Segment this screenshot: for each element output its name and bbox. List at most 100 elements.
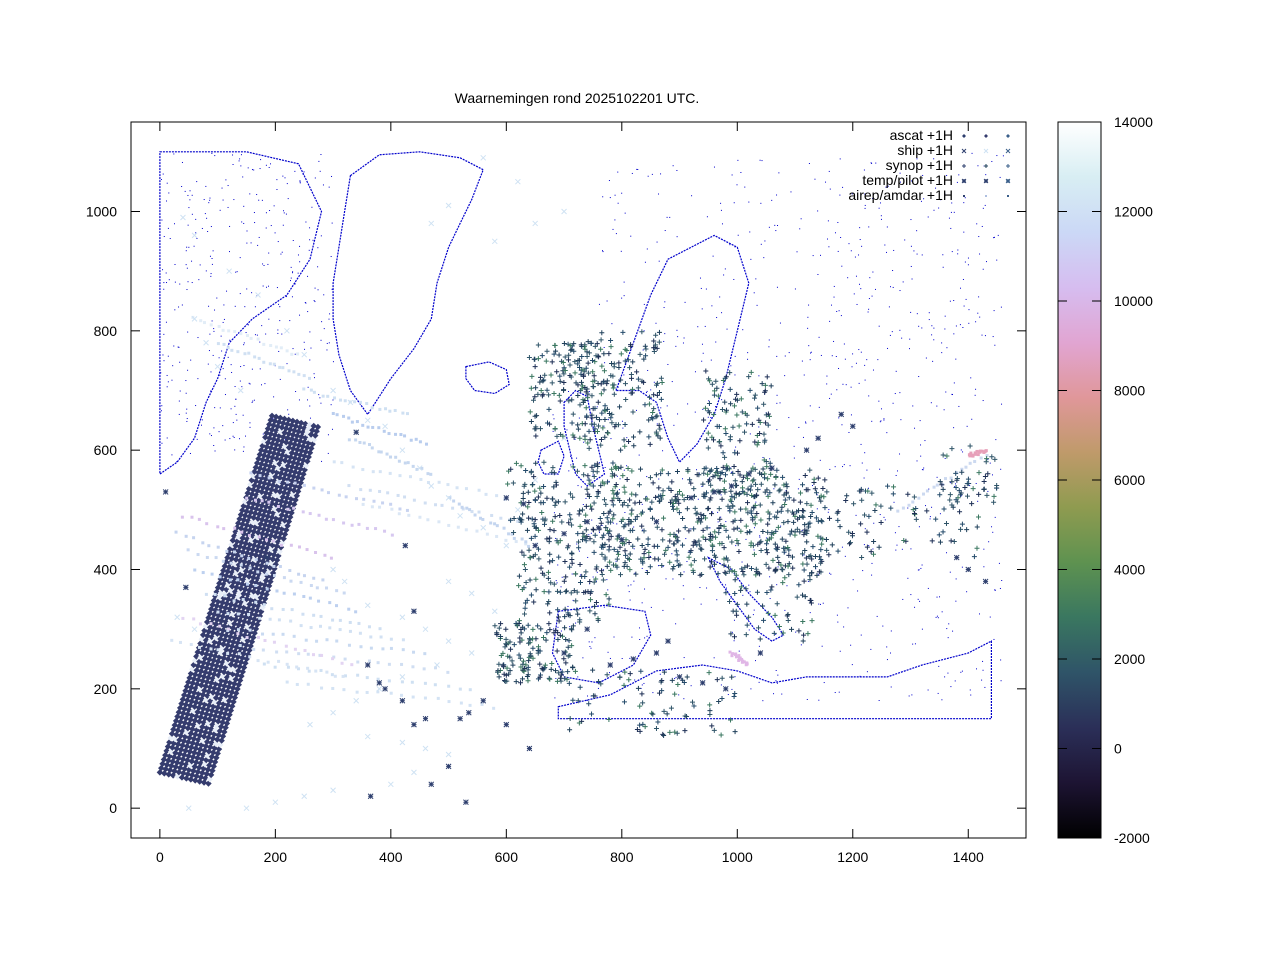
airep-point — [192, 536, 196, 540]
airep-point — [254, 600, 258, 604]
coastline-dot — [869, 277, 871, 279]
coastline-dot — [886, 432, 888, 434]
synop-point — [567, 491, 573, 497]
synop-point — [525, 489, 531, 495]
coastline-dot — [662, 609, 664, 611]
coastline-dot — [239, 257, 241, 259]
synop-point — [579, 507, 585, 513]
coastline-dot — [826, 238, 828, 240]
synop-point — [627, 551, 633, 557]
synop-point — [599, 330, 605, 336]
airep-point — [390, 507, 394, 511]
coastline-dot — [570, 464, 572, 466]
synop-point — [539, 353, 545, 359]
synop-point — [744, 421, 750, 427]
synop-point — [577, 523, 583, 529]
coastline-dot — [886, 659, 888, 661]
coastline-dot — [247, 167, 249, 169]
synop-point — [708, 495, 714, 501]
synop-point — [774, 467, 780, 473]
coastline-dot — [929, 518, 931, 520]
synop-point — [835, 548, 841, 554]
ascat-point — [248, 550, 255, 558]
coastline-dot — [834, 692, 836, 694]
synop-point — [958, 526, 964, 532]
coastline-dot — [697, 326, 699, 328]
coastline-dot — [947, 637, 949, 639]
synop-point — [726, 564, 732, 570]
coastline-dot — [753, 527, 755, 529]
coastline-dot — [234, 386, 236, 388]
synop-point — [784, 489, 790, 495]
synop-point — [750, 465, 756, 471]
coastline-dot — [290, 277, 292, 279]
coastline-dot — [855, 275, 857, 277]
coastline-dot — [890, 630, 892, 632]
coastline-dot — [279, 320, 281, 322]
airep-point — [228, 578, 232, 582]
ascat-point — [198, 709, 206, 717]
airep-point — [321, 394, 325, 398]
legend-marker — [961, 148, 967, 154]
synop-point — [730, 503, 736, 509]
coastline-dot — [723, 274, 725, 276]
synop-point — [557, 538, 563, 544]
coastline-dot — [656, 423, 658, 425]
coastline-dot — [923, 467, 925, 469]
synop-point — [722, 426, 728, 432]
airep-point — [401, 648, 405, 652]
coastline-dot — [828, 170, 830, 172]
airep-point — [478, 516, 482, 520]
coastline-dot — [699, 277, 701, 279]
synop-point — [801, 578, 807, 584]
ascat-point — [206, 776, 213, 783]
airep-point — [288, 568, 292, 572]
ascat-point — [250, 588, 257, 595]
coastline-dot — [595, 580, 597, 582]
ascat-point — [196, 778, 203, 785]
synop-point — [769, 530, 775, 536]
synop-point — [708, 533, 714, 539]
synop-point — [545, 420, 551, 426]
coastline-dot — [276, 179, 278, 181]
coastline-dot — [776, 402, 778, 404]
airep-point — [248, 655, 252, 659]
coastline-dot — [931, 506, 933, 508]
synop-point — [785, 612, 791, 618]
y-tick-label: 1000 — [86, 204, 117, 220]
synop-point — [757, 636, 763, 642]
coastline-dot — [863, 544, 865, 546]
coastline-dot — [892, 286, 894, 288]
ascat-point — [242, 627, 250, 635]
coastline-dot — [617, 386, 619, 388]
synop-point — [528, 470, 534, 476]
colorbar-tick-label: 14000 — [1114, 114, 1153, 130]
synop-point — [665, 471, 671, 477]
synop-point — [592, 532, 598, 538]
coastline-dot — [734, 355, 736, 357]
coastline-dot — [181, 304, 183, 306]
synop-point — [940, 529, 946, 535]
ascat-point — [162, 765, 169, 773]
ascat-point — [213, 662, 220, 669]
coastline-dot — [957, 249, 959, 251]
synop-point — [734, 412, 740, 418]
synop-point — [526, 515, 532, 521]
synop-point — [496, 661, 502, 667]
airep-point — [257, 535, 261, 539]
ascat-point — [223, 660, 230, 667]
airep-point — [436, 696, 440, 700]
synop-point — [712, 388, 718, 394]
synop-point — [661, 515, 667, 521]
ascat-point — [195, 736, 202, 743]
ascat-point — [156, 769, 164, 776]
coastline-dot — [179, 283, 181, 285]
coastline-dot — [748, 201, 750, 203]
coastline-dot — [753, 609, 755, 611]
synop-point — [589, 412, 595, 418]
ship-point — [428, 483, 435, 489]
coastline-dot — [971, 418, 973, 420]
synop-point — [776, 559, 782, 565]
airep-point — [178, 640, 182, 644]
synop-point — [579, 379, 585, 385]
